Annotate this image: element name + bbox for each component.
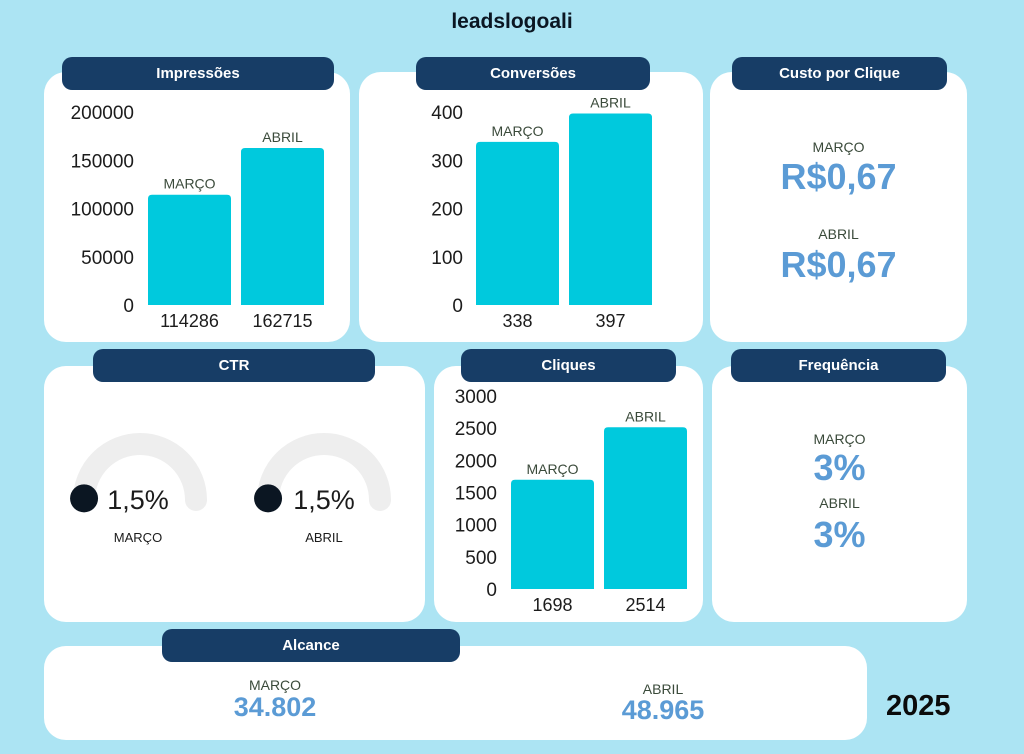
bar-category-label: MARÇO (491, 123, 543, 139)
gauge-indicator (254, 484, 283, 513)
cliques-title: Cliques (461, 349, 676, 382)
impressoes-chart: 0 50000 100000 150000 200000 MARÇO 114286 ABRIL… (71, 103, 324, 331)
y-tick-label: 0 (452, 296, 463, 317)
ctr-card (44, 366, 425, 622)
y-tick-label: 100 (431, 248, 463, 269)
ctr-title: CTR (93, 349, 375, 382)
ctr-m2-label: ABRIL (305, 530, 343, 545)
bar-value-label: 2514 (625, 595, 665, 615)
y-tick-label: 50000 (81, 248, 134, 269)
y-tick-label: 100000 (71, 200, 134, 221)
bar (569, 113, 652, 305)
custo-card (710, 72, 967, 342)
bar-category-label: ABRIL (625, 408, 666, 424)
impressoes-title: Impressões (62, 57, 334, 90)
bar (604, 427, 687, 589)
alcance-m2-value: 48.965 (621, 695, 705, 725)
brand-title: leadslogoali (451, 10, 573, 33)
gauge-indicator (70, 484, 99, 513)
bar-value-label: 162715 (252, 311, 312, 331)
frequencia-m2-label: ABRIL (819, 495, 860, 511)
ctr-m1-value: 1,5% (107, 485, 169, 515)
alcance-title: Alcance (162, 629, 460, 662)
y-tick-label: 200000 (71, 103, 134, 124)
ctr-gauge-march: 1,5% MARÇO (70, 433, 207, 545)
frequencia-m1-label: MARÇO (813, 431, 866, 447)
ctr-gauge-april: 1,5% ABRIL (254, 433, 391, 545)
y-tick-label: 400 (431, 103, 463, 124)
ctr-m2-value: 1,5% (293, 485, 355, 515)
bar-category-label: MARÇO (526, 461, 578, 477)
alcance-m1-label: MARÇO (248, 677, 302, 693)
bar-value-label: 1698 (532, 595, 572, 615)
y-tick-label: 200 (431, 200, 463, 221)
cliques-chart: 0 500 1000 1500 2000 2500 3000 MARÇO 1698 ABRIL 25… (455, 387, 687, 615)
bar (148, 194, 231, 305)
bar-category-label: MARÇO (163, 176, 215, 192)
custo-m2-value: R$0,67 (780, 244, 897, 285)
y-tick-label: 0 (123, 296, 134, 317)
bar-value-label: 397 (595, 311, 625, 331)
y-tick-label: 500 (465, 548, 497, 569)
y-tick-label: 0 (486, 580, 497, 601)
bar (241, 147, 324, 305)
gauge-track (257, 433, 391, 511)
y-tick-label: 2000 (455, 451, 497, 472)
year-label: 2025 (886, 690, 951, 722)
bar-category-label: ABRIL (262, 129, 303, 145)
y-tick-label: 150000 (71, 151, 134, 172)
y-tick-label: 1000 (455, 516, 497, 537)
bar (476, 141, 559, 305)
gauge-track (73, 433, 207, 511)
bar-value-label: 114286 (160, 311, 219, 331)
frequencia-m2-value: 3% (813, 514, 866, 555)
y-tick-label: 3000 (455, 387, 497, 408)
alcance-m2-label: ABRIL (642, 681, 684, 697)
y-tick-label: 300 (431, 151, 463, 172)
alcance-m1-value: 34.802 (233, 692, 317, 722)
frequencia-card (712, 366, 967, 622)
conversoes-title: Conversões (416, 57, 650, 90)
custo-title: Custo por Clique (732, 57, 947, 90)
frequencia-title: Frequência (731, 349, 946, 382)
ctr-m1-label: MARÇO (114, 530, 162, 545)
y-tick-label: 2500 (455, 419, 497, 440)
conversoes-chart: 0 100 200 300 400 MARÇO 338 ABRIL 397 (431, 94, 652, 331)
custo-m2-label: ABRIL (818, 226, 859, 242)
bar-value-label: 338 (502, 311, 532, 331)
frequencia-m1-value: 3% (813, 447, 866, 488)
y-tick-label: 1500 (455, 484, 497, 505)
custo-m1-label: MARÇO (812, 139, 865, 155)
bar (511, 479, 594, 589)
bar-category-label: ABRIL (590, 94, 631, 110)
custo-m1-value: R$0,67 (780, 156, 897, 197)
